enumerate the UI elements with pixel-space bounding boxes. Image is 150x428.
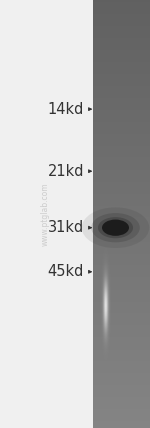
Text: 45kd: 45kd xyxy=(48,264,84,279)
Text: 14kd: 14kd xyxy=(48,101,84,117)
Ellipse shape xyxy=(82,208,149,248)
Ellipse shape xyxy=(91,213,140,242)
Text: www.ptglab.com: www.ptglab.com xyxy=(40,182,50,246)
Ellipse shape xyxy=(102,220,129,236)
Text: 21kd: 21kd xyxy=(48,163,84,179)
Ellipse shape xyxy=(98,217,133,238)
Text: 31kd: 31kd xyxy=(48,220,84,235)
